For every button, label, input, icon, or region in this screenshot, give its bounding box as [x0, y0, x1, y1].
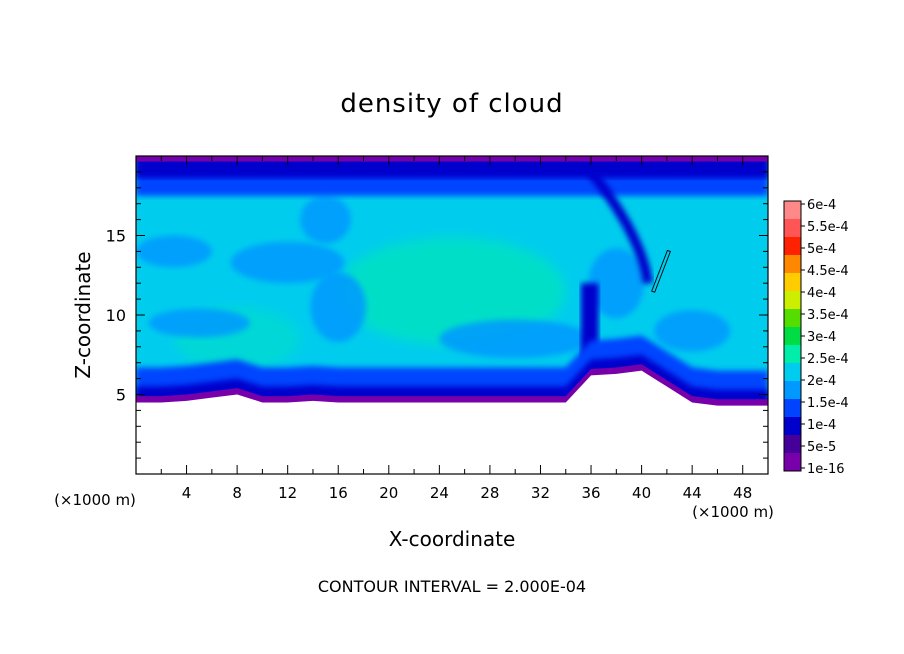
swirl-region	[588, 248, 645, 319]
colorbar-swatch	[784, 327, 801, 346]
colorbar-swatch	[784, 345, 801, 364]
top-edge	[136, 156, 768, 162]
x-tick-label: 44	[683, 484, 702, 502]
colorbar-swatch	[784, 219, 801, 238]
density-field	[136, 156, 768, 474]
swirl-region	[300, 195, 351, 244]
colorbar-swatch	[784, 399, 801, 418]
colorbar-swatch	[784, 453, 801, 472]
contour-interval-note: CONTOUR INTERVAL = 2.000E-04	[318, 577, 586, 596]
colorbar-legend: 6e-4 5.5e-4 5e-4 4.5e-4 4e-4 3.5e-4 3e-4 2.5e-4…	[783, 198, 849, 477]
swirl-region	[230, 241, 345, 284]
x-tick-label: 40	[632, 484, 651, 502]
colorbar-swatch	[784, 291, 801, 310]
y-axis-label: Z-coordinate	[71, 251, 95, 378]
axis-ticks	[136, 156, 768, 474]
colorbar-label: 1e-16	[807, 462, 845, 477]
x-tick-label: 4	[182, 484, 192, 502]
z-unit-label: (×1000 m)	[54, 491, 136, 509]
colorbar-swatch	[784, 417, 801, 436]
colorbar-swatch	[784, 273, 801, 292]
x-tick-label: 48	[733, 484, 752, 502]
x-tick-label: 20	[379, 484, 398, 502]
swirl-region	[310, 272, 367, 343]
anvil-streak	[587, 168, 653, 284]
x-tick-label: 12	[278, 484, 297, 502]
x-tick-label: 32	[531, 484, 550, 502]
colorbar-label: 2e-4	[807, 374, 836, 389]
colorbar-label: 5e-4	[807, 242, 836, 257]
y-tick-label: 10	[106, 306, 126, 325]
colorbar-label: 4.5e-4	[807, 264, 849, 279]
y-tick-label: 5	[116, 386, 126, 405]
x-tick-label: 16	[329, 484, 348, 502]
colorbar-swatch	[784, 201, 801, 220]
x-unit-label: (×1000 m)	[692, 503, 774, 521]
colorbar-swatch	[784, 381, 801, 400]
swirl-region	[439, 319, 592, 358]
y-tick-labels: 5 10 15	[106, 227, 126, 405]
swirl-region	[136, 235, 212, 268]
colorbar-swatch	[784, 309, 801, 328]
x-tick-label: 36	[581, 484, 600, 502]
swirl-region	[148, 308, 250, 338]
contour-line	[651, 249, 671, 293]
colorbar-swatch	[784, 363, 801, 382]
cloud-base-edge	[136, 370, 768, 474]
colorbar-swatch	[784, 255, 801, 274]
colorbar-label: 3.5e-4	[807, 308, 849, 323]
x-tick-label: 24	[430, 484, 449, 502]
swirl-region	[654, 310, 731, 352]
x-tick-label: 8	[232, 484, 242, 502]
colorbar-swatch	[784, 435, 801, 454]
colorbar-label: 6e-4	[807, 198, 836, 213]
x-tick-label: 28	[480, 484, 499, 502]
colorbar-swatch	[784, 237, 801, 256]
colorbar-label: 3e-4	[807, 330, 836, 345]
colorbar-label: 4e-4	[807, 286, 836, 301]
colorbar-label: 5.5e-4	[807, 220, 849, 235]
colorbar-label: 1.5e-4	[807, 396, 849, 411]
colorbar-label: 1e-4	[807, 418, 836, 433]
colorbar-label: 2.5e-4	[807, 352, 849, 367]
colorbar-label: 5e-5	[807, 440, 836, 455]
x-axis-label: X-coordinate	[389, 527, 516, 551]
core-region	[338, 237, 566, 346]
x-tick-labels: 4 8 12 16 20 24 28 32 36 40 44 48	[182, 484, 752, 502]
chart-title: density of cloud	[340, 89, 563, 119]
y-tick-label: 15	[106, 227, 126, 246]
